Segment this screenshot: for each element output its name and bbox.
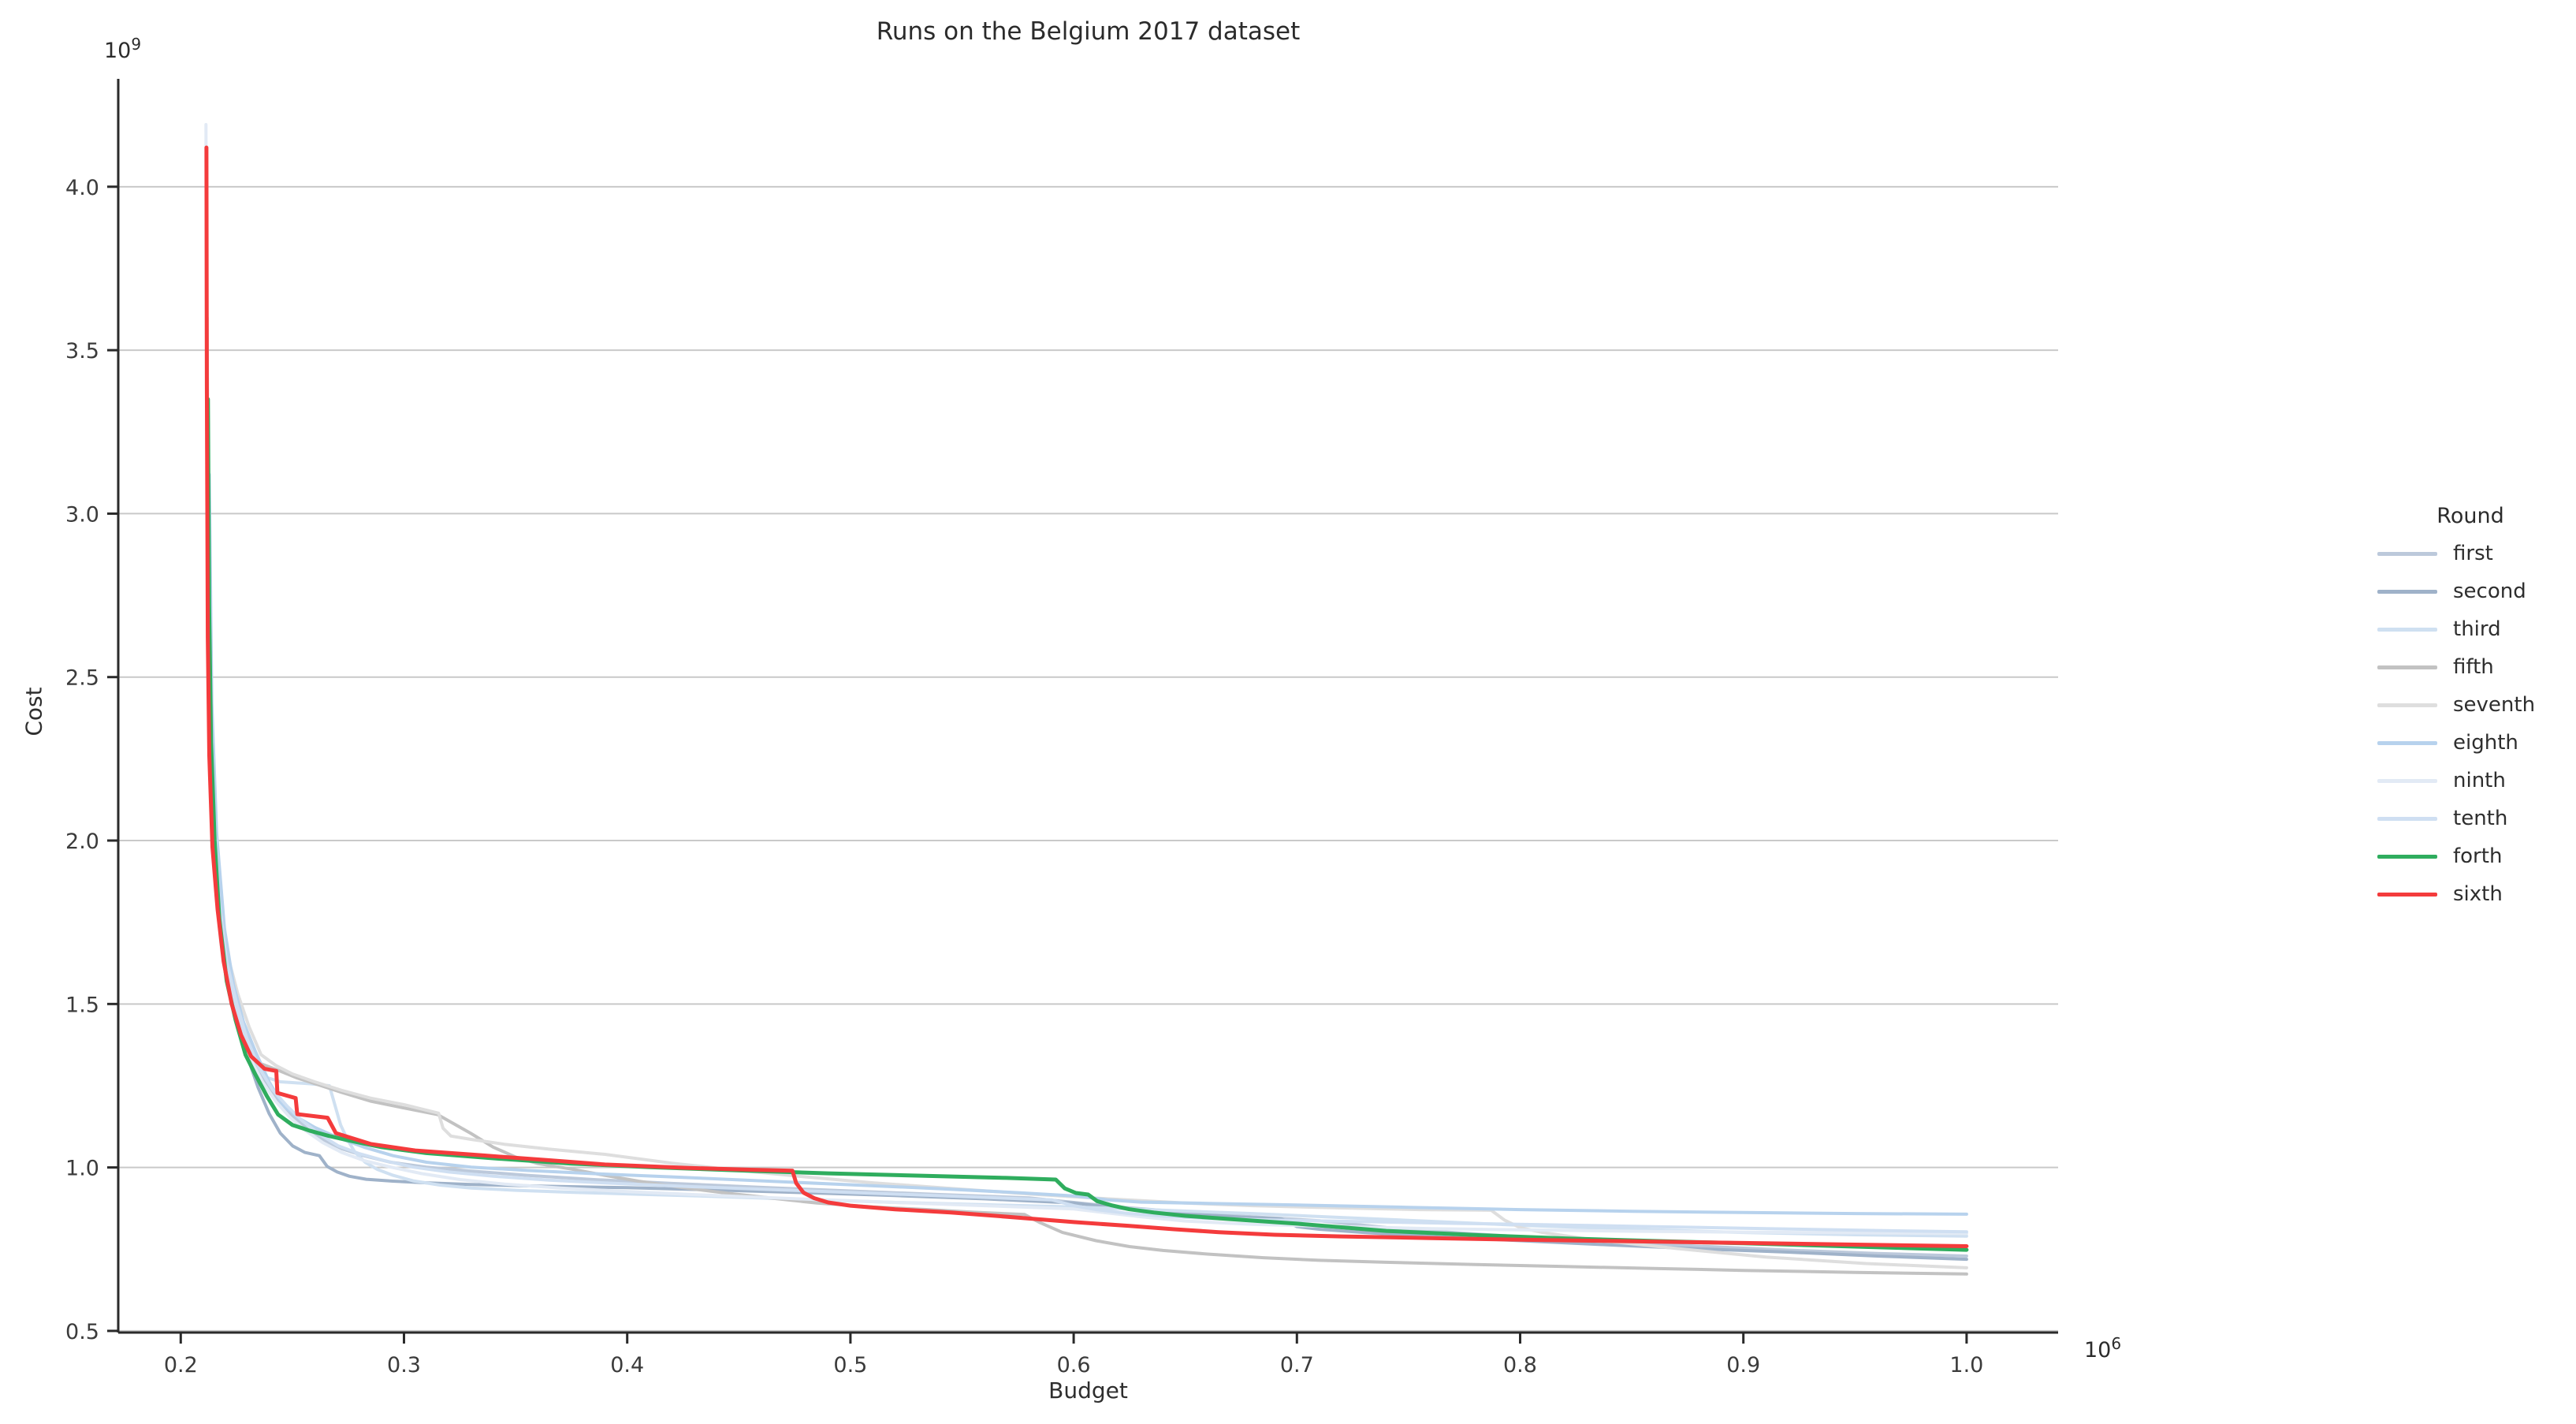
y-tick-label: 1.0 xyxy=(65,1157,99,1181)
series-line-first xyxy=(205,364,1968,1258)
series-line-second xyxy=(205,332,1968,1262)
x-tick-label: 1.0 xyxy=(1949,1353,1983,1377)
legend-item-second: second xyxy=(2365,572,2576,610)
legend-label: fifth xyxy=(2453,655,2494,679)
legend-item-sixth: sixth xyxy=(2365,875,2576,913)
legend: Round first second third fifth seventh eighth… xyxy=(2365,498,2576,913)
x-tick-label: 0.9 xyxy=(1726,1353,1760,1377)
legend-item-eighth: eighth xyxy=(2365,724,2576,762)
legend-label: forth xyxy=(2453,844,2503,868)
legend-item-ninth: ninth xyxy=(2365,762,2576,800)
series-line-fifth xyxy=(205,315,1968,1276)
series-line-forth xyxy=(206,397,1969,1252)
x-tick-label: 0.5 xyxy=(833,1353,867,1377)
legend-item-tenth: tenth xyxy=(2365,800,2576,837)
series-line-sixth xyxy=(204,145,1969,1248)
legend-item-seventh: seventh xyxy=(2365,686,2576,724)
legend-rows: first second third fifth seventh eighth ninth t… xyxy=(2365,535,2576,913)
y-tick-label: 2.0 xyxy=(65,829,99,854)
y-tick-label: 0.5 xyxy=(65,1320,99,1344)
y-tick-label: 2.5 xyxy=(65,666,99,691)
legend-swatch-seventh xyxy=(2377,703,2437,707)
legend-label: eighth xyxy=(2453,731,2518,755)
legend-label: sixth xyxy=(2453,882,2503,906)
legend-label: third xyxy=(2453,617,2501,641)
y-tick-label: 3.0 xyxy=(65,502,99,527)
x-tick-label: 0.6 xyxy=(1057,1353,1091,1377)
legend-item-third: third xyxy=(2365,610,2576,648)
legend-swatch-third xyxy=(2377,627,2437,632)
y-axis-label: Cost xyxy=(20,687,47,736)
y-axis-offset-label: 109 xyxy=(104,35,141,63)
x-offset-exponent: 6 xyxy=(2111,1334,2122,1353)
legend-swatch-tenth xyxy=(2377,816,2437,821)
legend-label: second xyxy=(2453,580,2526,603)
series-line-third xyxy=(207,538,1968,1238)
legend-swatch-second xyxy=(2377,589,2437,594)
y-offset-base: 10 xyxy=(104,39,132,63)
x-axis-label: Budget xyxy=(1048,1377,1128,1403)
x-tick-label: 0.7 xyxy=(1280,1353,1314,1377)
legend-label: ninth xyxy=(2453,769,2506,792)
legend-label: first xyxy=(2453,542,2493,565)
legend-label: tenth xyxy=(2453,807,2508,830)
legend-item-fifth: fifth xyxy=(2365,648,2576,686)
legend-title: Round xyxy=(2436,504,2504,528)
legend-item-first: first xyxy=(2365,535,2576,572)
y-tick-label: 3.5 xyxy=(65,339,99,363)
series-line-eighth xyxy=(207,472,1968,1216)
legend-swatch-ninth xyxy=(2377,778,2437,783)
series-line-seventh xyxy=(206,505,1968,1269)
x-tick-label: 0.4 xyxy=(610,1353,644,1377)
chart-title: Runs on the Belgium 2017 dataset xyxy=(876,17,1301,46)
y-tick-label: 1.5 xyxy=(65,993,99,1017)
legend-item-forth: forth xyxy=(2365,837,2576,875)
y-tick-label: 4.0 xyxy=(65,176,99,200)
x-offset-base: 10 xyxy=(2084,1338,2112,1362)
series-line-ninth xyxy=(204,123,1968,1236)
legend-swatch-first xyxy=(2377,551,2437,556)
series-line-tenth xyxy=(206,440,1968,1234)
legend-swatch-fifth xyxy=(2377,665,2437,669)
x-tick-label: 0.3 xyxy=(387,1353,421,1377)
x-tick-label: 0.2 xyxy=(164,1353,198,1377)
legend-swatch-forth xyxy=(2377,854,2437,859)
x-axis-offset-label: 106 xyxy=(2084,1334,2121,1362)
x-tick-label: 0.8 xyxy=(1503,1353,1537,1377)
legend-label: seventh xyxy=(2453,693,2536,717)
y-offset-exponent: 9 xyxy=(131,35,142,54)
legend-swatch-eighth xyxy=(2377,740,2437,745)
legend-swatch-sixth xyxy=(2377,892,2437,897)
